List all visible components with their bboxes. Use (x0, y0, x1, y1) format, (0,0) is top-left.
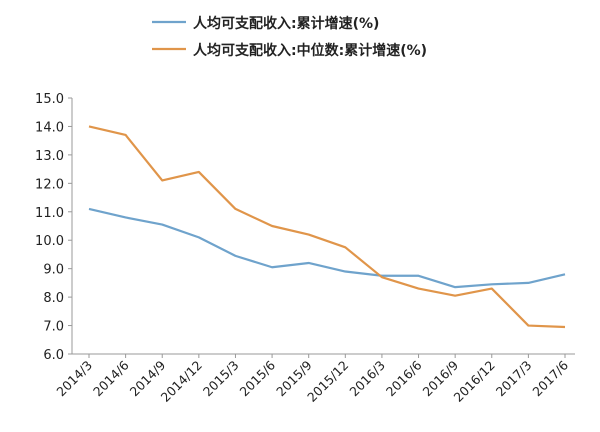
y-tick-label: 13.0 (35, 149, 64, 164)
legend-label-2: 人均可支配收入:中位数:累计增速(%) (193, 42, 427, 59)
y-tick-label: 7.0 (43, 320, 64, 335)
y-tick-label: 11.0 (35, 206, 64, 221)
series-lines (89, 126, 565, 327)
x-tick-label: 2015/3 (200, 358, 242, 400)
x-tick-label: 2014/3 (53, 358, 95, 400)
x-tick-label: 2016/3 (346, 358, 388, 400)
series-line-2 (89, 126, 565, 327)
x-tick-label: 2014/6 (90, 357, 132, 399)
y-tick-label: 8.0 (43, 291, 64, 306)
axes: 6.0 7.0 8.0 9.0 10.0 11.0 12.0 13.0 14.0 15.0 2014… (35, 92, 575, 405)
x-tick-label: 2017/6 (529, 357, 571, 399)
series-line-1 (89, 209, 565, 287)
x-tick-label: 2016/6 (383, 357, 425, 399)
y-tick-label: 6.0 (43, 348, 64, 363)
legend-label-1: 人均可支配收入:累计增速(%) (193, 15, 379, 32)
x-tick-label: 2015/6 (236, 357, 278, 399)
legend: 人均可支配收入:累计增速(%) 人均可支配收入:中位数:累计增速(%) (152, 15, 427, 59)
y-tick-label: 12.0 (35, 177, 64, 192)
x-tick-label: 2017/3 (493, 358, 535, 400)
y-tick-label: 15.0 (35, 92, 64, 107)
y-tick-label: 9.0 (43, 263, 64, 278)
y-tick-label: 14.0 (35, 120, 64, 135)
y-tick-label: 10.0 (35, 234, 64, 249)
